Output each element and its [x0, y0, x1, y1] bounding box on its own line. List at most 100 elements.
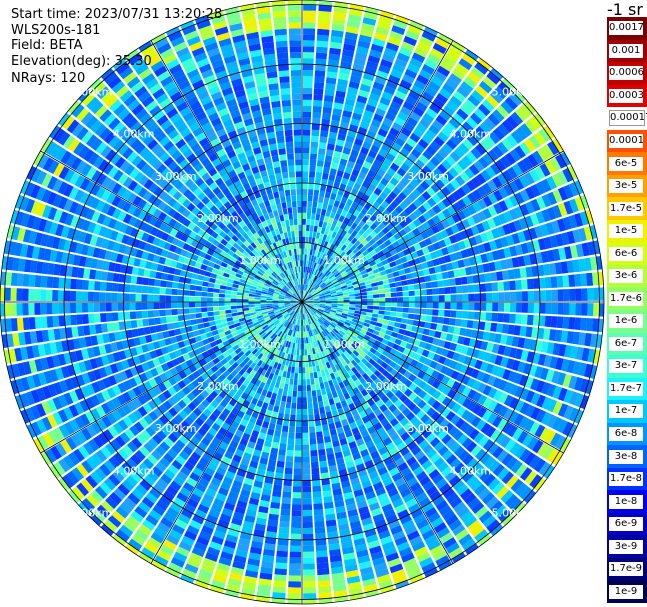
ppi-gate — [170, 336, 178, 344]
ppi-gate — [348, 193, 356, 202]
ppi-gate — [337, 302, 344, 304]
ppi-gate — [368, 470, 379, 480]
ppi-gate — [250, 377, 258, 385]
ppi-gate — [360, 328, 368, 335]
ppi-gate — [303, 34, 315, 41]
ppi-gate — [352, 247, 360, 254]
ppi-gate — [503, 281, 510, 291]
ppi-gate — [304, 319, 307, 326]
ppi-gate — [381, 369, 390, 378]
ppi-gate — [307, 318, 311, 325]
ppi-gate — [10, 380, 19, 395]
ppi-gate — [325, 294, 332, 297]
ppi-gate — [574, 409, 584, 424]
ppi-gate — [364, 253, 372, 260]
ppi-gate — [313, 298, 320, 301]
ppi-gate — [367, 183, 377, 192]
ppi-gate — [291, 504, 302, 511]
ppi-gate — [283, 479, 292, 487]
ppi-gate — [318, 5, 332, 12]
ppi-gate — [0, 287, 5, 301]
ppi-gate — [441, 271, 449, 280]
ppi-gate — [61, 340, 69, 352]
ppi-gate — [318, 265, 323, 271]
ppi-gate — [306, 384, 311, 392]
ppi-gate — [223, 540, 237, 549]
ppi-gate — [289, 336, 293, 343]
ppi-gate — [295, 306, 299, 312]
ppi-gate — [429, 235, 438, 244]
ppi-gate — [477, 533, 492, 546]
ppi-gate — [328, 236, 335, 244]
ppi-gate — [40, 303, 47, 315]
ppi-gate — [388, 320, 395, 327]
ppi-gate — [419, 117, 431, 129]
ppi-gate — [307, 299, 314, 301]
ppi-gate — [6, 225, 15, 239]
ppi-gate — [370, 119, 382, 128]
ppi-gate — [539, 163, 551, 177]
ppi-gate — [484, 322, 492, 331]
ppi-gate — [278, 338, 283, 345]
ppi-gate — [444, 171, 455, 182]
ppi-gate — [416, 347, 424, 355]
ppi-gate — [324, 89, 335, 97]
ppi-gate — [308, 311, 313, 317]
ppi-gate — [333, 584, 347, 592]
ppi-gate — [220, 551, 234, 561]
ppi-gate — [105, 292, 112, 302]
ppi-gate — [416, 471, 428, 482]
ppi-gate — [544, 430, 556, 444]
ppi-gate — [509, 92, 523, 106]
ppi-gate — [384, 311, 391, 316]
ppi-gate — [106, 412, 117, 425]
ppi-gate — [260, 362, 267, 369]
ppi-gate — [411, 406, 421, 416]
ppi-gate — [310, 317, 314, 324]
ppi-gate — [320, 472, 330, 480]
ppi-gate — [338, 394, 346, 402]
ppi-gate — [141, 344, 149, 353]
ppi-gate — [405, 342, 413, 350]
ppi-gate — [207, 360, 216, 369]
ppi-gate — [453, 90, 466, 103]
ppi-gate — [346, 316, 353, 321]
ppi-gate — [507, 324, 515, 335]
ppi-gate — [130, 320, 138, 329]
ppi-gate — [324, 247, 329, 255]
ppi-gate — [166, 534, 180, 546]
ppi-gate — [135, 302, 142, 311]
ppi-gate — [138, 524, 152, 536]
ppi-gate — [325, 304, 332, 307]
ppi-gate — [223, 362, 231, 370]
ppi-gate — [254, 302, 261, 305]
ppi-gate — [162, 390, 172, 400]
ppi-gate — [236, 543, 250, 552]
ppi-gate — [330, 292, 337, 296]
ppi-gate — [323, 399, 330, 407]
ppi-gate — [262, 554, 275, 563]
ppi-gate — [340, 230, 348, 237]
ppi-gate — [373, 306, 380, 310]
ppi-gate — [305, 325, 309, 332]
ppi-gate — [467, 311, 475, 320]
ppi-gate — [509, 194, 519, 207]
ppi-gate — [200, 333, 208, 340]
ppi-gate — [451, 213, 461, 223]
ppi-gate — [221, 322, 229, 328]
ppi-gate — [302, 409, 308, 416]
ppi-gate — [127, 389, 137, 400]
ppi-gate — [263, 357, 269, 364]
ppi-gate — [124, 225, 134, 236]
ppi-gate — [328, 465, 338, 473]
ppi-gate — [302, 367, 306, 374]
ppi-gate — [335, 313, 342, 317]
ppi-gate — [172, 383, 182, 393]
ppi-gate — [514, 192, 525, 205]
ppi-gate — [332, 352, 338, 359]
ppi-gate — [302, 290, 304, 297]
ppi-gate — [382, 247, 390, 255]
ppi-gate — [421, 502, 434, 513]
ppi-gate — [348, 337, 355, 343]
ppi-gate — [335, 90, 346, 99]
